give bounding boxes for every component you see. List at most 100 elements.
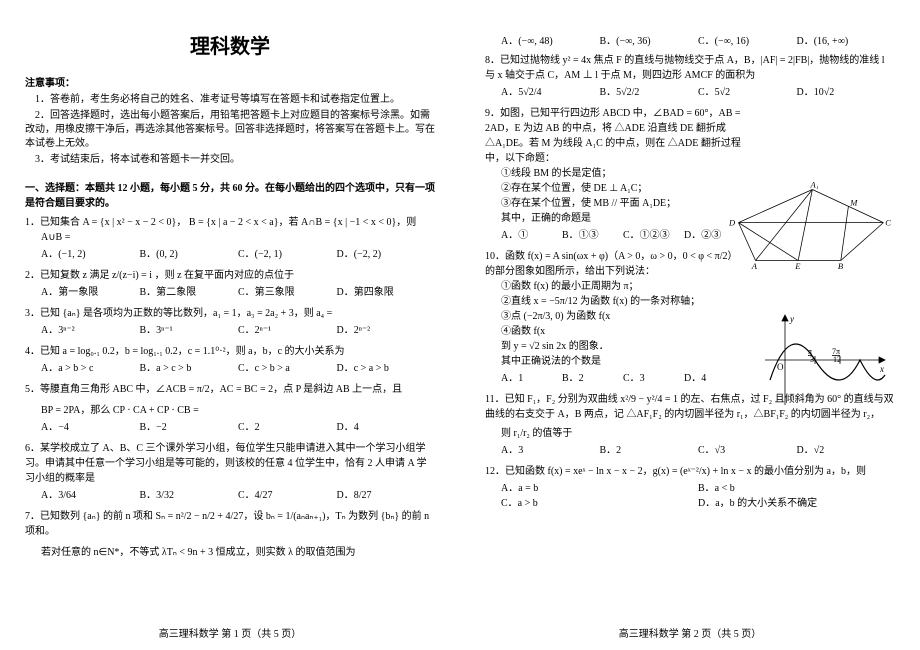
q7-text: 7．已知数列 {aₙ} 的前 n 项和 Sₙ = n²/2 − n/2 + 4/… [25, 511, 429, 537]
q10-ob: B．2 [562, 371, 623, 386]
q1-a: A．(−1, 2) [41, 247, 140, 262]
instructions: 注意事项： 1．答卷前，考生务必将自己的姓名、准考证号等填写在答题卡和试卷指定位… [25, 74, 435, 167]
q9-diagram: A₁ D C M A E B [725, 180, 895, 270]
q5-opts: A．−4 B．−2 C．2 D．4 [25, 420, 435, 435]
q2-d: D．第四象限 [337, 285, 436, 300]
q4-c: C．c > b > a [238, 361, 337, 376]
q9-b: ②存在某个位置，使 DE ⊥ A₁C； [485, 181, 745, 196]
q3: 3．已知 {aₙ} 是各项均为正数的等比数列，a₁ = 1，a₃ = 2a₂ +… [25, 306, 435, 338]
q5-c: C．2 [238, 420, 337, 435]
instr-1: 1．答卷前，考生务必将自己的姓名、准考证号等填写在答题卡和试卷指定位置上。 [25, 93, 435, 107]
q2-a: A．第一象限 [41, 285, 140, 300]
q12-c: C．a > b [501, 496, 698, 511]
footer-1: 高三理科数学 第 1 页（共 5 页） [0, 625, 460, 640]
q6-opts: A．3/64 B．3/32 C．4/27 D．8/27 [25, 488, 435, 503]
q10-text: 10．函数 f(x) = A sin(ωx + φ)（A > 0，ω > 0，0… [485, 251, 737, 277]
q3-opts: A．3ⁿ⁻² B．3ⁿ⁻¹ C．2ⁿ⁻¹ D．2ⁿ⁻² [25, 323, 435, 338]
q1-opts: A．(−1, 2) B．(0, 2) C．(−2, 1) D．(−2, 2) [25, 247, 435, 262]
q8-d: D．10√2 [797, 85, 896, 100]
q9: 9．如图，已知平行四边形 ABCD 中，∠BAD = 60°，AB = 2AD，… [485, 106, 745, 243]
q11-a: A．3 [501, 443, 600, 458]
q4-d: D．c > a > b [337, 361, 436, 376]
q1-b: B．(0, 2) [140, 247, 239, 262]
q12: 12．已知函数 f(x) = xeˣ − ln x − x − 2，g(x) =… [485, 464, 895, 511]
q1-c: C．(−2, 1) [238, 247, 337, 262]
doc-title: 理科数学 [25, 30, 435, 59]
q9-d: 其中，正确的命题是 [485, 211, 745, 226]
svg-text:E: E [794, 261, 801, 270]
q10-b: ②直线 x = −5π/12 为函数 f(x) 的一条对称轴； [485, 294, 745, 309]
q7-cont: 若对任意的 n∈N*，不等式 λTₙ < 9n + 3 恒成立，则实数 λ 的取… [25, 545, 435, 560]
q10-oa: A．1 [501, 371, 562, 386]
q6-a: A．3/64 [41, 488, 140, 503]
q7-a: A．(−∞, 48) [501, 32, 600, 47]
svg-text:12: 12 [833, 355, 841, 364]
q12-text: 12．已知函数 f(x) = xeˣ − ln x − x − 2，g(x) =… [485, 466, 866, 477]
q9-oa: A．① [501, 228, 562, 243]
svg-text:B: B [838, 261, 844, 270]
q5-b: B．−2 [140, 420, 239, 435]
q11-d: D．√2 [797, 443, 896, 458]
q8-c: C．5√2 [698, 85, 797, 100]
q10-a: ①函数 f(x) 的最小正周期为 π； [485, 279, 745, 294]
q5: 5．等腰直角三角形 ABC 中，∠ACB = π/2，AC = BC = 2，点… [25, 382, 435, 435]
q5-d: D．4 [337, 420, 436, 435]
svg-text:A₁: A₁ [809, 180, 818, 190]
q3-c: C．2ⁿ⁻¹ [238, 323, 337, 338]
instr-3: 3．考试结束后，将本试卷和答题卡一并交回。 [25, 153, 435, 167]
q3-b: B．3ⁿ⁻¹ [140, 323, 239, 338]
q9-opts: A．① B．①③ C．①②③ D．②③ [485, 228, 745, 243]
q6-b: B．3/32 [140, 488, 239, 503]
q4-text: 4．已知 a = log₀.₁ 0.2，b = log₁.₁ 0.2，c = 1… [25, 346, 345, 357]
q4-opts: A．a > b > c B．a > c > b C．c > b > a D．c … [25, 361, 435, 376]
q1-cont: A∪B = [25, 230, 435, 245]
page-1: 理科数学 注意事项： 1．答卷前，考生务必将自己的姓名、准考证号等填写在答题卡和… [0, 0, 460, 650]
q6-c: C．4/27 [238, 488, 337, 503]
q7-b: B．(−∞, 36) [600, 32, 699, 47]
q9-ob: B．①③ [562, 228, 623, 243]
q3-text: 3．已知 {aₙ} 是各项均为正数的等比数列，a₁ = 1，a₃ = 2a₂ +… [25, 308, 332, 319]
svg-text:O: O [777, 362, 784, 372]
q2-text: 2．已知复数 z 满足 z/(z−i) = i ，则 z 在复平面内对应的点位于 [25, 270, 294, 281]
q9-a: ①线段 BM 的长是定值； [485, 166, 745, 181]
q6-d: D．8/27 [337, 488, 436, 503]
q7-c: C．(−∞, 16) [698, 32, 797, 47]
instructions-head: 注意事项： [25, 74, 435, 89]
svg-text:A: A [751, 261, 758, 270]
q12-a: A．a = b [501, 481, 698, 496]
q8-b: B．5√2/2 [600, 85, 699, 100]
q2-opts: A．第一象限 B．第二象限 C．第三象限 D．第四象限 [25, 285, 435, 300]
q10-c: ③点 (−2π/3, 0) 为函数 f(x [485, 309, 745, 324]
q5-cont: BP = 2PA，那么 CP · CA + CP · CB = [25, 403, 435, 418]
q1-text: 1．已知集合 A = {x | x² − x − 2 < 0}， B = {x … [25, 217, 416, 228]
q8-a: A．5√2/4 [501, 85, 600, 100]
q10-od: D．4 [684, 371, 745, 386]
q9-c: ③存在某个位置，使 MB // 平面 A₁DE； [485, 196, 745, 211]
q4: 4．已知 a = log₀.₁ 0.2，b = log₁.₁ 0.2，c = 1… [25, 344, 435, 376]
q10-f: 其中正确说法的个数是 [485, 354, 745, 369]
q8-opts: A．5√2/4 B．5√2/2 C．5√2 D．10√2 [485, 85, 895, 100]
q12-b: B．a < b [698, 481, 895, 496]
q9-oc: C．①②③ [623, 228, 684, 243]
q10: 10．函数 f(x) = A sin(ωx + φ)（A > 0，ω > 0，0… [485, 249, 745, 386]
q11-opts: A．3 B．2 C．√3 D．√2 [485, 443, 895, 458]
section-1-head: 一、选择题：本题共 12 小题，每小题 5 分，共 60 分。在每小题给出的四个… [25, 179, 435, 209]
q10-d: ④函数 f(x [485, 324, 745, 339]
q12-opts: A．a = b B．a < b C．a > b D．a，b 的大小关系不确定 [485, 481, 895, 511]
q11-b: B．2 [600, 443, 699, 458]
svg-text:x: x [879, 364, 884, 374]
footer-2: 高三理科数学 第 2 页（共 5 页） [460, 625, 920, 640]
q9-text: 9．如图，已知平行四边形 ABCD 中，∠BAD = 60°，AB = 2AD，… [485, 108, 741, 164]
svg-text:M: M [849, 198, 858, 208]
q11-cont: 则 r₁/r₂ 的值等于 [485, 426, 895, 441]
q1-d: D．(−2, 2) [337, 247, 436, 262]
q8: 8．已知过抛物线 y² = 4x 焦点 F 的直线与抛物线交于点 A，B，|AF… [485, 53, 895, 100]
q6: 6．某学校成立了 A、B、C 三个课外学习小组，每位学生只能申请进入其中一个学习… [25, 441, 435, 503]
q7-d: D．(16, +∞) [797, 32, 896, 47]
svg-text:y: y [789, 314, 794, 324]
q10-oc: C．3 [623, 371, 684, 386]
instr-2: 2．回答选择题时，选出每小题答案后，用铅笔把答题卡上对应题目的答案标号涂黑。如需… [25, 109, 435, 151]
q4-a: A．a > b > c [41, 361, 140, 376]
q2-b: B．第二象限 [140, 285, 239, 300]
svg-text:C: C [885, 217, 891, 227]
